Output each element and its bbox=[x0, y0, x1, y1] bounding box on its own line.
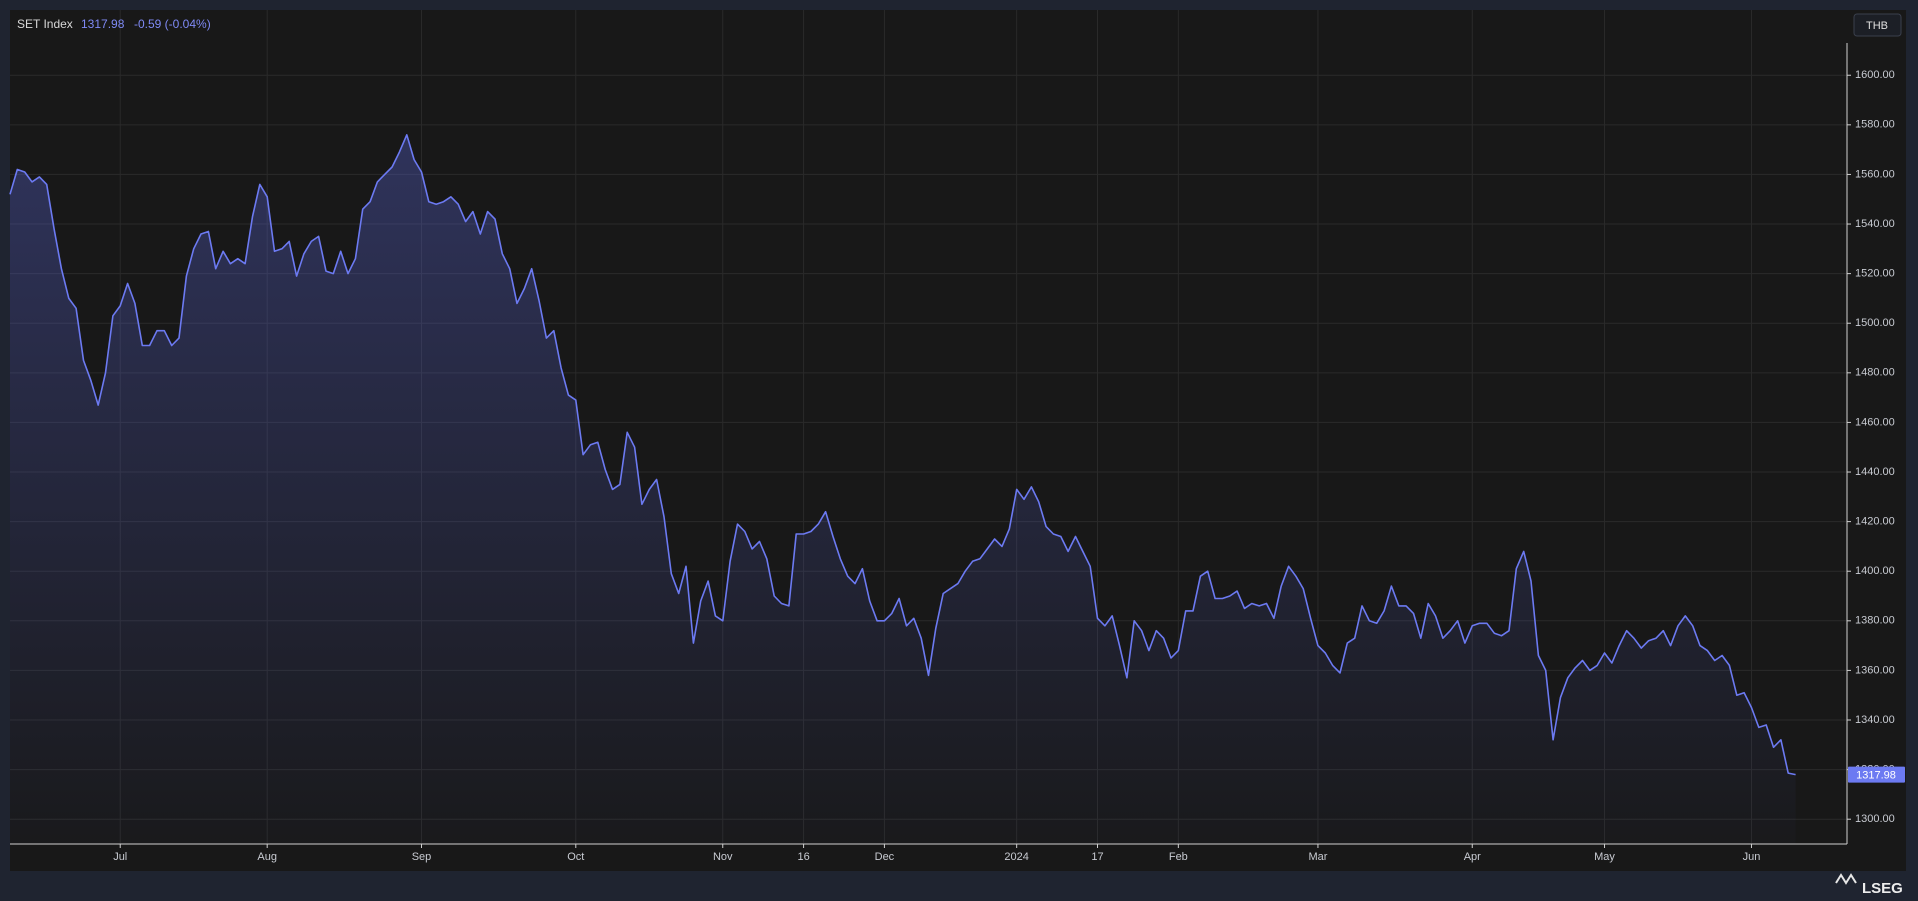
x-tick-label: Dec bbox=[875, 851, 895, 863]
y-tick-label: 1360.00 bbox=[1855, 664, 1895, 676]
y-tick-label: 1300.00 bbox=[1855, 813, 1895, 825]
x-tick-label: Nov bbox=[713, 851, 733, 863]
x-tick-label: 2024 bbox=[1004, 851, 1028, 863]
area-fill bbox=[10, 134, 1796, 845]
y-tick-label: 1420.00 bbox=[1855, 516, 1895, 528]
price-line bbox=[9, 134, 1796, 776]
logo-text: LSEG bbox=[1862, 880, 1903, 897]
logo: LSEG bbox=[1835, 873, 1903, 897]
price-change: -0.59 (-0.04%) bbox=[134, 17, 211, 31]
x-tick-label: 17 bbox=[1091, 851, 1103, 863]
last-price: 1317.98 bbox=[81, 17, 125, 31]
x-tick-label: May bbox=[1594, 851, 1615, 863]
y-tick-label: 1540.00 bbox=[1855, 218, 1895, 230]
x-tick-label: Mar bbox=[1308, 851, 1327, 863]
x-tick-label: Apr bbox=[1464, 851, 1481, 863]
x-tick-label: 16 bbox=[797, 851, 809, 863]
y-tick-label: 1460.00 bbox=[1855, 416, 1895, 428]
x-tick-label: Feb bbox=[1169, 851, 1188, 863]
y-tick-label: 1400.00 bbox=[1855, 565, 1895, 577]
index-title: SET Index bbox=[17, 17, 73, 31]
y-tick-label: 1340.00 bbox=[1855, 714, 1895, 726]
x-tick-label: Sep bbox=[412, 851, 432, 863]
x-tick-label: Oct bbox=[567, 851, 584, 863]
y-tick-label: 1440.00 bbox=[1855, 466, 1895, 478]
y-tick-label: 1580.00 bbox=[1855, 119, 1895, 131]
logo-mark bbox=[1835, 873, 1857, 885]
currency-button[interactable] bbox=[1853, 13, 1902, 37]
currency-label[interactable]: THB bbox=[1866, 20, 1888, 32]
y-tick-label: 1380.00 bbox=[1855, 615, 1895, 627]
last-price-badge bbox=[1848, 766, 1905, 783]
last-price-label: 1317.98 bbox=[1856, 770, 1896, 782]
y-tick-label: 1500.00 bbox=[1855, 317, 1895, 329]
x-tick-label: Jun bbox=[1743, 851, 1761, 863]
y-tick-label: 1480.00 bbox=[1855, 367, 1895, 379]
x-tick-label: Aug bbox=[257, 851, 277, 863]
x-tick-label: Jul bbox=[113, 851, 127, 863]
y-tick-label: 1560.00 bbox=[1855, 168, 1895, 180]
y-tick-label: 1520.00 bbox=[1855, 268, 1895, 280]
y-tick-label: 1600.00 bbox=[1855, 69, 1895, 81]
